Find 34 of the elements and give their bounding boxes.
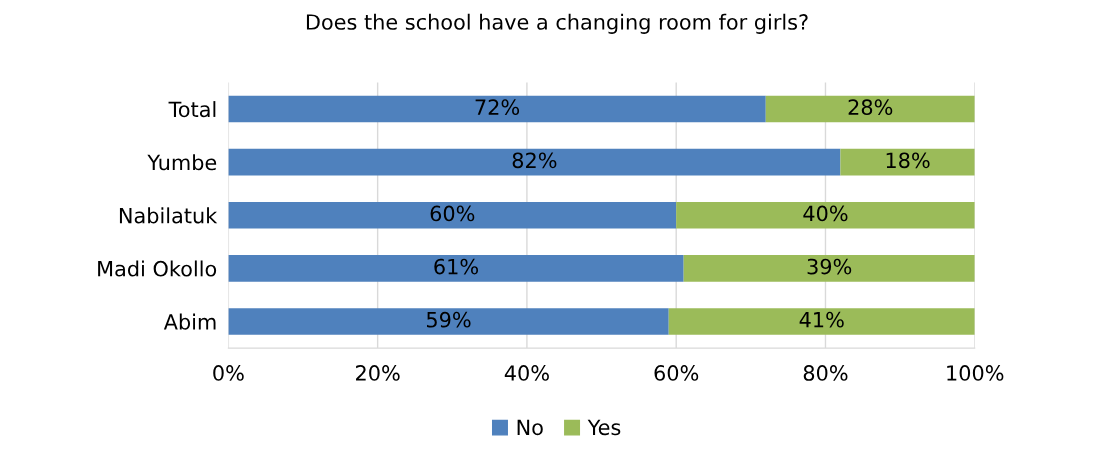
y-tick-label: Abim — [163, 313, 216, 330]
data-label: 60% — [430, 205, 475, 222]
bar — [228, 201, 677, 229]
x-tick-label: 100% — [947, 365, 1004, 381]
y-tick-label: Nabilatuk — [119, 207, 218, 224]
y-tick-label: Yumbe — [147, 154, 217, 171]
y-tick-label: Total — [168, 101, 216, 118]
x-tick-label: 20% — [356, 365, 400, 381]
x-tick-label: 60% — [654, 365, 699, 381]
data-label: 72% — [475, 99, 520, 116]
legend-label: Yes — [587, 419, 621, 436]
data-label: 28% — [848, 99, 893, 116]
bar — [676, 201, 975, 229]
legend-label: No — [517, 419, 543, 436]
bar — [668, 308, 975, 335]
data-label: 39% — [807, 258, 852, 275]
bar — [840, 148, 975, 176]
data-label: 59% — [427, 311, 471, 328]
data-label: 61% — [434, 258, 479, 275]
x-tick-label: 80% — [803, 365, 848, 381]
data-label: 18% — [886, 152, 930, 169]
bar — [228, 148, 841, 176]
chart-title: Does the school have a changing room for girls? — [306, 13, 808, 34]
x-tick-label: 0% — [213, 365, 244, 381]
data-label: 41% — [799, 311, 844, 328]
bar — [228, 255, 684, 282]
data-label: 40% — [803, 205, 848, 222]
y-tick-label: Madi Okollo — [98, 260, 217, 277]
bar — [683, 255, 975, 282]
x-tick-label: 40% — [504, 365, 549, 381]
bar — [765, 95, 975, 123]
bar — [228, 308, 669, 335]
bar — [228, 95, 766, 123]
data-label: 82% — [512, 152, 557, 169]
